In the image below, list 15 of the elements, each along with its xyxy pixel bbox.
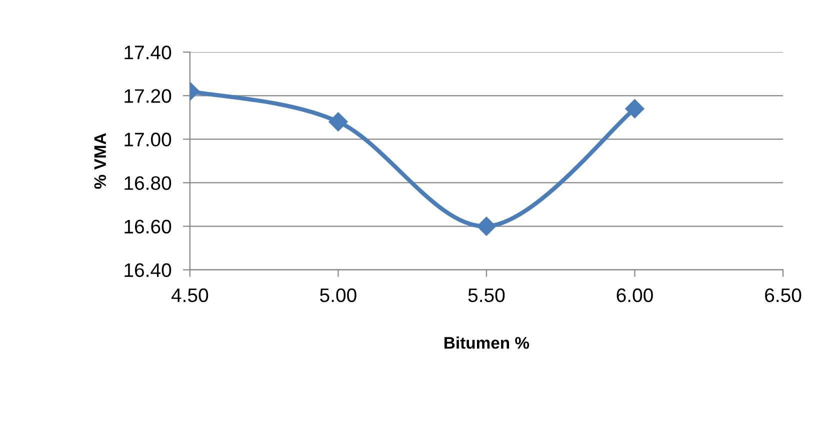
x-tick-label: 6.00	[616, 288, 653, 302]
point	[476, 216, 496, 236]
y-tick-label: 16.40	[124, 263, 172, 278]
x-tick-label: 4.50	[171, 288, 208, 302]
y-tick-label: 17.40	[124, 46, 172, 60]
y-tick-label: 16.60	[124, 220, 172, 234]
x-tick-label: 6.50	[765, 288, 802, 302]
y-tick-label: 16.80	[124, 176, 172, 190]
x-tick-label: 5.00	[320, 288, 356, 302]
point	[625, 99, 644, 118]
y-axis-title: % VMA	[94, 133, 106, 189]
y-tick-label: 17.00	[124, 132, 172, 146]
x-axis-title: Bitumen %	[444, 336, 530, 349]
x-tick-label: 5.50	[468, 288, 505, 302]
y-tick-label: 17.20	[124, 89, 172, 103]
